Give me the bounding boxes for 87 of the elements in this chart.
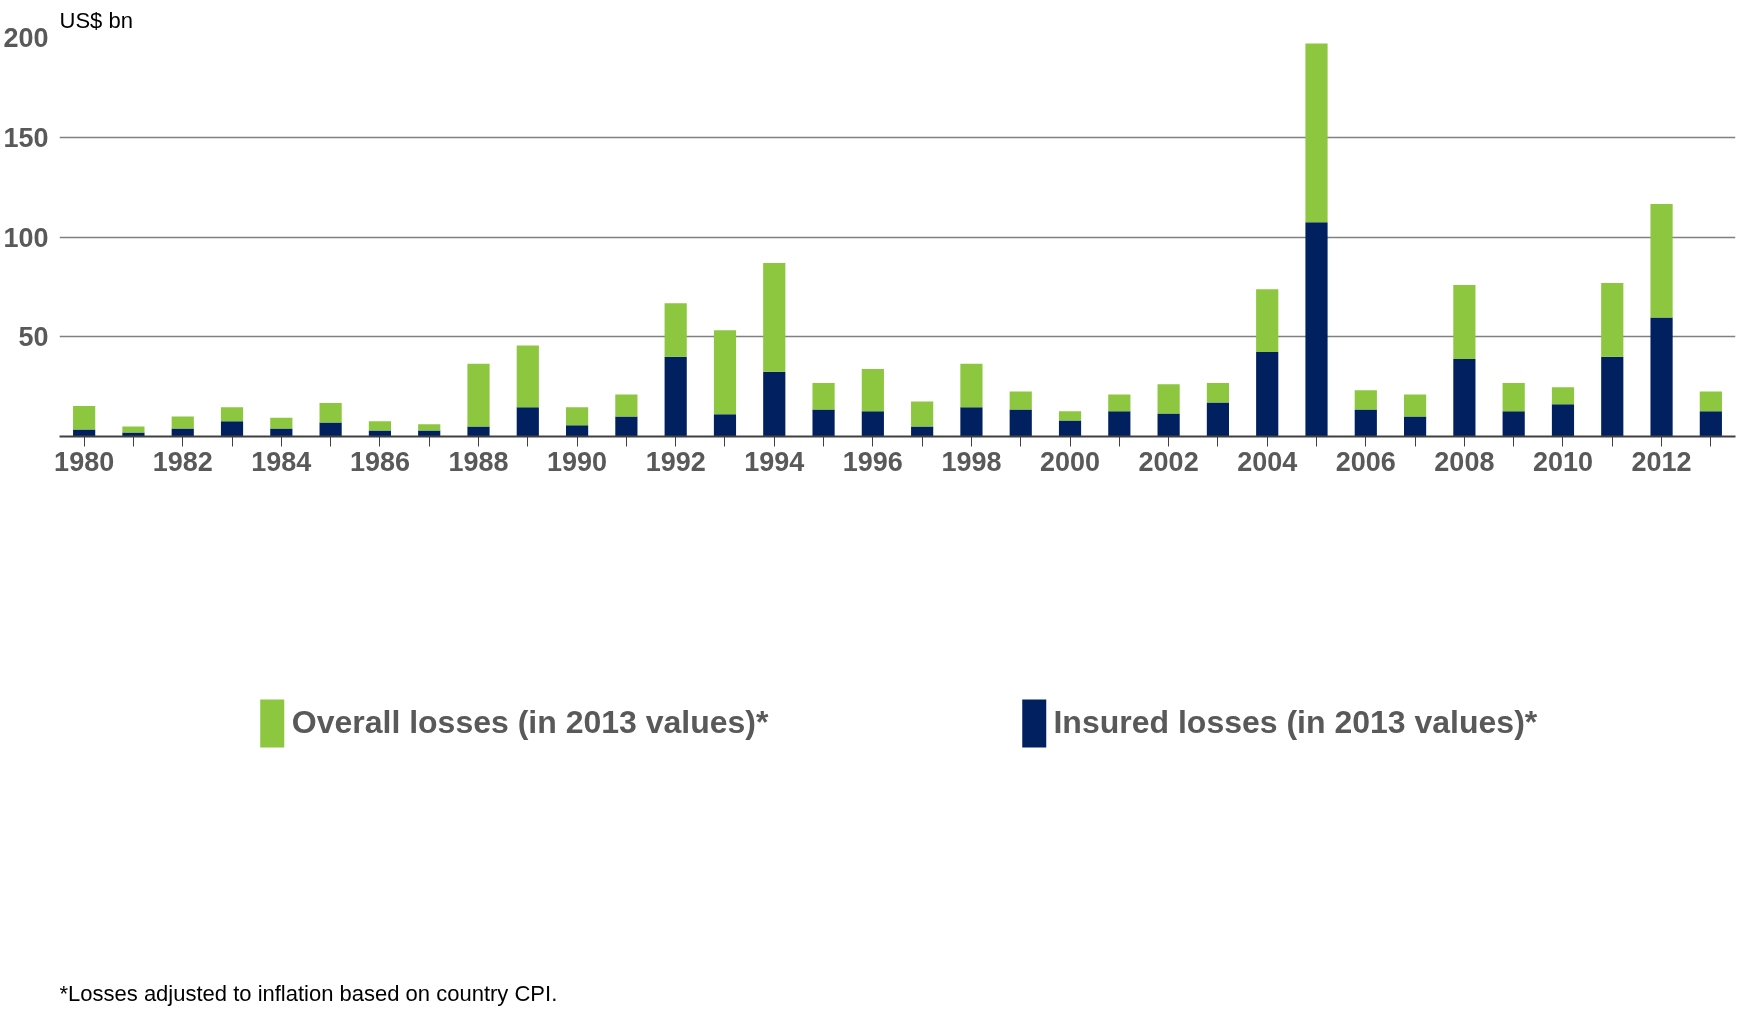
- x-tick-label: 2008: [1434, 446, 1495, 477]
- bar: [615, 394, 638, 417]
- bar: [861, 369, 884, 412]
- y-tick-label: 100: [3, 222, 49, 253]
- y-axis-title: US$ bn: [59, 7, 133, 33]
- bar: [763, 262, 786, 372]
- bar: [566, 407, 589, 426]
- bar: [1206, 383, 1229, 403]
- bar: [1058, 411, 1082, 421]
- bar: [1157, 413, 1180, 437]
- bar: [1551, 387, 1575, 405]
- bar: [911, 401, 934, 427]
- bar: [516, 345, 539, 408]
- x-tick-label: 1988: [448, 446, 509, 477]
- bar: [664, 303, 687, 357]
- bar: [812, 409, 835, 437]
- bar: [812, 383, 835, 410]
- x-tick-label: 1986: [349, 446, 410, 477]
- bar: [319, 422, 342, 437]
- bar: [1601, 282, 1624, 357]
- x-tick-label: 1984: [251, 446, 312, 477]
- x-tick-label: 1996: [842, 446, 903, 477]
- x-tick-label: 2010: [1532, 446, 1594, 477]
- bar: [1502, 411, 1525, 437]
- bar: [122, 426, 145, 433]
- bar: [1108, 411, 1131, 437]
- bar: [270, 417, 293, 429]
- bar: [1354, 409, 1377, 437]
- x-tick-label: 1992: [645, 446, 706, 477]
- x-tick-label: 1998: [941, 446, 1002, 477]
- bar: [1009, 391, 1032, 410]
- bar: [418, 424, 441, 431]
- bar: [1354, 390, 1377, 410]
- text: *Losses adjusted to inflation based on country CPI.: [59, 980, 558, 1006]
- bar: [1157, 384, 1180, 414]
- bar: [1404, 416, 1427, 437]
- x-tick-label: 2012: [1631, 446, 1692, 477]
- x-tick-label: 1982: [152, 446, 213, 477]
- bar: [1404, 394, 1427, 417]
- bar: [171, 416, 194, 429]
- bar: [1601, 356, 1624, 437]
- x-tick-label: 1980: [54, 446, 115, 477]
- y-tick-label: 150: [3, 122, 49, 153]
- x-tick-label: 2004: [1237, 446, 1298, 477]
- bar: [1453, 359, 1476, 437]
- bar: [516, 407, 539, 437]
- bar: [615, 416, 638, 437]
- bar: [1206, 402, 1229, 437]
- bar: [664, 356, 687, 437]
- bar: [1650, 317, 1673, 437]
- bar: [467, 363, 490, 427]
- bar: [1256, 289, 1279, 352]
- bar: [1009, 409, 1032, 437]
- bar: [1256, 351, 1279, 437]
- bar: [713, 330, 737, 415]
- x-tick-label: 1990: [547, 446, 608, 477]
- bar: [713, 414, 737, 437]
- bar: [73, 405, 96, 430]
- bar: [960, 407, 983, 437]
- x-tick-label: 2006: [1335, 446, 1396, 477]
- x-tick-label: 2002: [1138, 446, 1199, 477]
- bar: [220, 421, 244, 437]
- bar: [1699, 411, 1722, 437]
- bar: [566, 425, 589, 437]
- bar: [1305, 43, 1328, 223]
- bar: [861, 411, 884, 437]
- x-tick-label: 2000: [1040, 446, 1101, 477]
- bar: [911, 426, 934, 437]
- bar: [1650, 204, 1673, 318]
- bar: [368, 421, 391, 431]
- bar: [220, 407, 244, 422]
- bar: [960, 363, 983, 408]
- bar: [1502, 383, 1525, 412]
- y-tick-label: 50: [18, 322, 49, 353]
- bar: [1305, 222, 1328, 437]
- bar: [1453, 285, 1476, 360]
- bar: [467, 426, 490, 437]
- x-tick-label: 1994: [744, 446, 805, 477]
- bar: [319, 402, 342, 423]
- bar: [1058, 420, 1082, 437]
- bar: [1551, 404, 1575, 437]
- y-tick-label: 200: [3, 23, 49, 53]
- bar: [763, 371, 786, 437]
- bar: [1108, 394, 1131, 412]
- legend-label: Overall losses (in 2013 values)*: [291, 704, 769, 742]
- bar: [1699, 391, 1722, 412]
- legend-label: Insured losses (in 2013 values)*: [1053, 704, 1538, 742]
